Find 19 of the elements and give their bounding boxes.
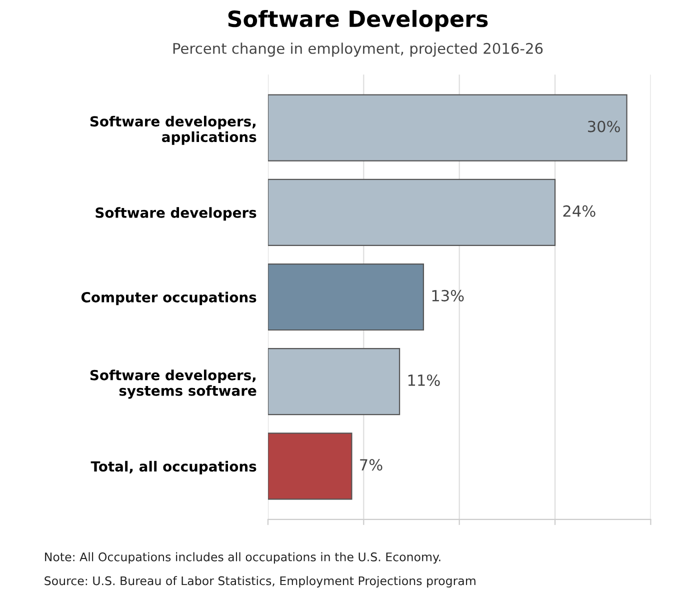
y-tick-label: Software developers, systems software [90,370,256,399]
bar [268,263,424,331]
y-tick-label: Total, all occupations [90,460,256,474]
data-label: 13% [432,290,464,302]
chart-title: Software Developers [228,10,488,32]
bar [268,178,556,246]
bar [268,348,400,416]
bar [268,94,628,162]
data-label: 7% [360,459,382,471]
data-label: 24% [563,205,596,217]
text: Note: All Occupations includes all occupations in the U.S. Economy. [45,552,440,564]
y-tick-label: Computer occupations [81,292,256,306]
source-note: Source: U.S. Bureau of Labor Statistics, Employment Projections program [44,576,476,588]
data-label: 30% [588,120,620,132]
bar [268,432,352,500]
chart-subtitle: Percent change in employment, projected 2016-26 [173,42,543,57]
y-tick-label: Software developers, applications [90,116,256,145]
data-label: 11% [408,374,440,386]
y-tick-label: Software developers [96,207,256,221]
